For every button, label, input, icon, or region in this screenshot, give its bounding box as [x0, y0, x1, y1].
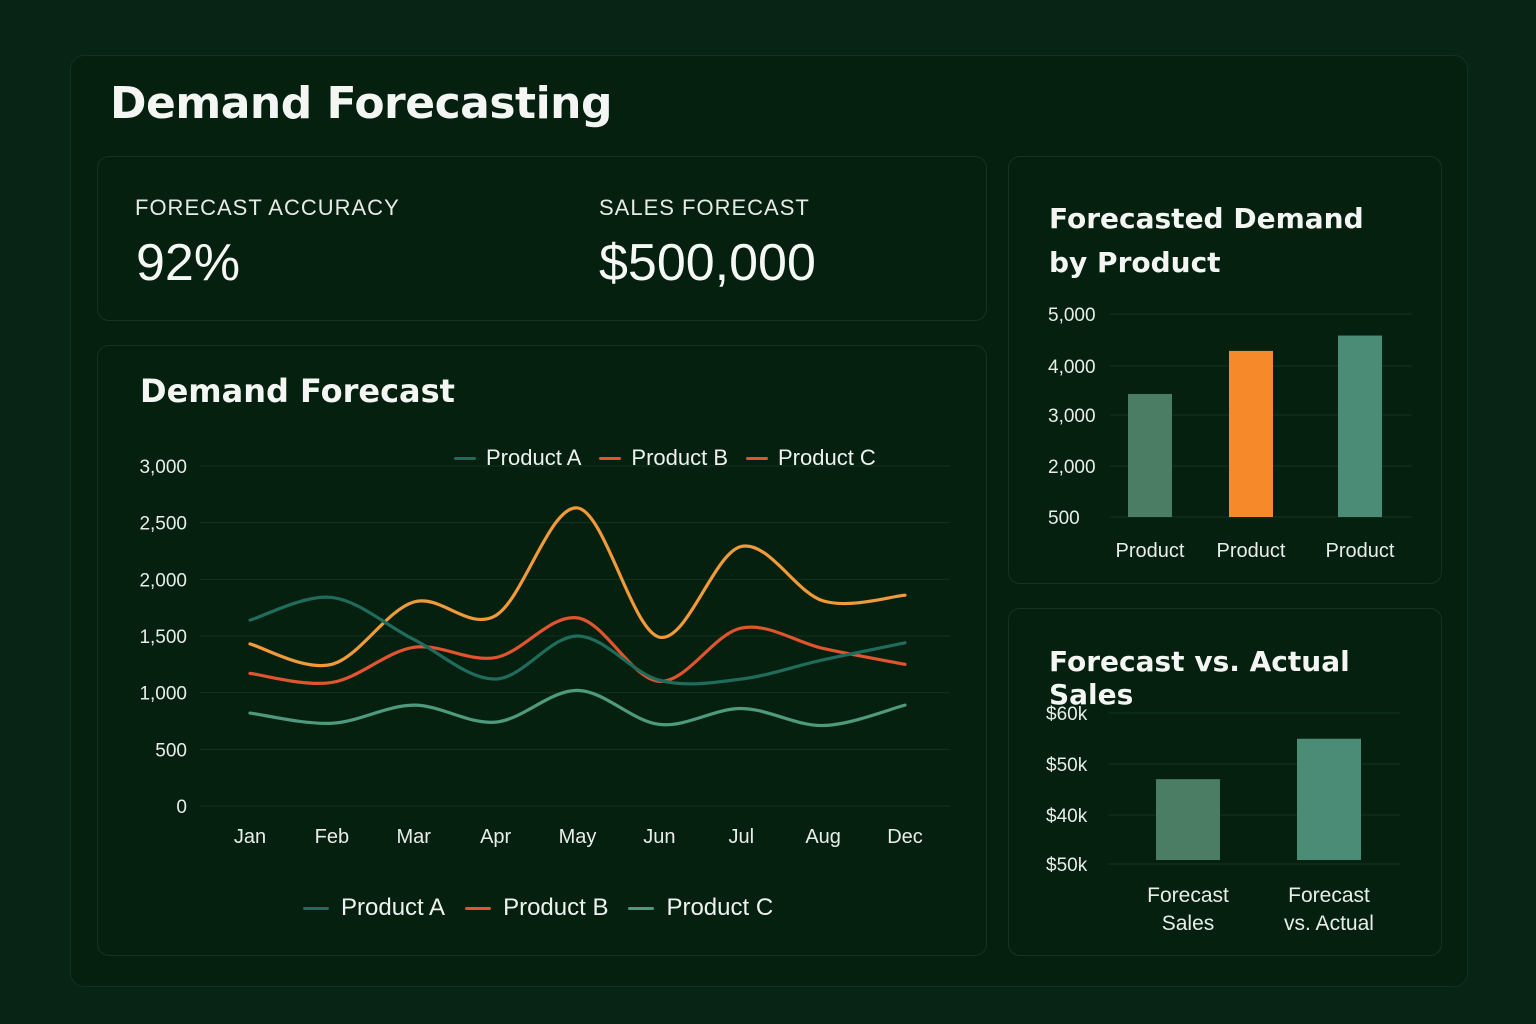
legend-swatch-product-c [746, 456, 768, 460]
forecast-vs-actual-title: Forecast vs. Actual Sales [1049, 645, 1350, 711]
kpi-card: FORECAST ACCURACY 92% SALES FORECAST $50… [97, 156, 987, 321]
legend-label: Product B [631, 445, 728, 470]
legend-label: Product A [341, 894, 446, 921]
demand-forecast-title: Demand Forecast [140, 372, 455, 410]
legend-label: Product C [666, 894, 774, 921]
legend-swatch-product-b [599, 456, 622, 460]
forecasted-demand-card: Forecasted Demand by Product [1008, 156, 1442, 584]
legend-label: Product B [503, 894, 609, 921]
legend-swatch-product-a [303, 906, 329, 910]
legend-swatch-product-b [465, 906, 492, 910]
forecast-vs-actual-card: Forecast vs. Actual Sales [1008, 608, 1442, 956]
forecast-accuracy-value: 92% [136, 234, 241, 292]
legend-item-product-a: Product A [454, 445, 581, 471]
sales-forecast-value: $500,000 [599, 234, 816, 292]
legend-label: Product C [778, 445, 876, 470]
legend-label: Product A [486, 445, 582, 470]
legend-item-product-c: Product C [746, 445, 876, 471]
legend-swatch-product-c [628, 906, 655, 910]
forecasted-demand-title: Forecasted Demand by Product [1049, 197, 1364, 285]
legend-item-product-a: Product A [303, 894, 445, 922]
legend-swatch-product-a [454, 456, 476, 460]
forecasted-demand-title-line2: by Product [1049, 246, 1221, 279]
demand-forecast-bottom-legend: Product A Product B Product C [303, 894, 773, 922]
demand-forecast-card: Demand Forecast Product A Product B Prod… [97, 345, 987, 956]
forecast-accuracy-label: FORECAST ACCURACY [135, 195, 400, 220]
legend-item-product-b: Product B [599, 445, 728, 471]
page-title: Demand Forecasting [110, 78, 612, 129]
forecasted-demand-title-line1: Forecasted Demand [1049, 202, 1364, 235]
legend-item-product-c: Product C [628, 894, 773, 922]
sales-forecast-label: SALES FORECAST [599, 195, 810, 220]
legend-item-product-b: Product B [465, 894, 608, 922]
demand-forecast-top-legend: Product A Product B Product C [454, 445, 876, 471]
